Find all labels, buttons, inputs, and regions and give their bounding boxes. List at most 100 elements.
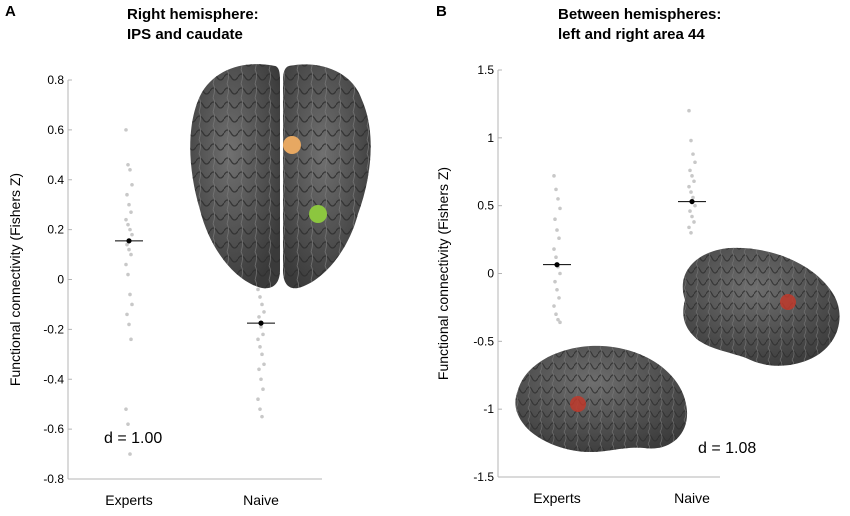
- chart-b-raw-point: [552, 247, 556, 251]
- chart-b-y-tick-label: -1: [483, 402, 494, 416]
- chart-b-raw-point: [687, 108, 691, 113]
- chart-a-raw-point: [256, 397, 260, 402]
- chart-b-raw-point: [556, 317, 560, 322]
- chart-b-y-tick-label: 0.5: [477, 199, 494, 213]
- chart-b-raw-point: [692, 179, 696, 184]
- chart-b-raw-point: [552, 174, 556, 178]
- chart-b-raw-point: [553, 279, 557, 284]
- chart-a-raw-point: [129, 252, 133, 257]
- chart-a-raw-point: [260, 352, 264, 357]
- chart-a-x-tick-label: Naive: [243, 492, 279, 508]
- chart-b-raw-point: [693, 160, 697, 165]
- chart-a-raw-point: [258, 407, 262, 411]
- chart-a-raw-point: [124, 217, 128, 222]
- chart-a-mean-point: [126, 238, 132, 244]
- chart-a-raw-point: [130, 232, 134, 237]
- chart-b-x-tick-label: Experts: [533, 490, 580, 506]
- chart-a-y-tick-label: 0.2: [47, 223, 64, 237]
- panel-b-letter: B: [436, 3, 447, 20]
- chart-b-raw-point: [688, 209, 692, 213]
- chart-a-raw-point: [129, 337, 133, 342]
- chart-a-y-tick-label: 0.4: [47, 173, 64, 187]
- chart-a-effect-size-annotation: d = 1.00: [104, 430, 162, 447]
- panel-b-title-line2: left and right area 44: [558, 26, 705, 43]
- chart-a-raw-point: [127, 322, 131, 327]
- panel-b-title-line1: Between hemispheres:: [558, 6, 722, 23]
- chart-a-raw-point: [126, 162, 130, 167]
- chart-a-raw-point: [258, 295, 262, 299]
- chart-b-mean-point: [689, 198, 695, 205]
- panel-a-letter: A: [5, 3, 16, 20]
- chart-b-raw-point: [555, 287, 559, 292]
- panel-a-title-line1: Right hemisphere:: [127, 6, 259, 23]
- chart-b-y-tick-label: 1.5: [477, 63, 494, 77]
- chart-a-y-tick-label: 0.8: [47, 73, 64, 87]
- chart-a-raw-point: [126, 272, 130, 277]
- chart-a-raw-point: [262, 362, 266, 367]
- chart-b-raw-point: [557, 296, 561, 300]
- chart-a-raw-point: [129, 210, 133, 214]
- chart-b-raw-point: [689, 138, 693, 143]
- chart-a-y-tick-label: -0.2: [43, 322, 64, 336]
- chart-b-y-tick-label: 0: [487, 267, 494, 281]
- chart-a-raw-point: [124, 407, 128, 411]
- chart-a-y-axis-label: Functional connectivity (Fishers Z): [7, 173, 23, 386]
- chart-a-raw-point: [257, 315, 261, 319]
- chart-b-raw-point: [556, 197, 560, 201]
- chart-a-raw-point: [256, 287, 260, 292]
- chart-b-mean-point: [554, 262, 560, 268]
- chart-b: 1.5 1 0.5 0 -0.5 -1 -1.5 Experts Naive Functional…: [435, 63, 840, 506]
- chart-a-raw-point: [259, 377, 263, 382]
- chart-b-raw-point: [558, 320, 562, 325]
- chart-a-raw-point: [260, 302, 264, 307]
- chart-b-y-tick-label: -0.5: [473, 334, 494, 348]
- chart-a-raw-point: [257, 367, 261, 372]
- chart-a-raw-point: [127, 202, 131, 207]
- chart-a-raw-point: [128, 167, 132, 172]
- chart-a-raw-point: [261, 332, 265, 337]
- chart-b-raw-point: [692, 220, 696, 224]
- chart-a-raw-point: [126, 222, 130, 227]
- brain-lateral-right-image: [682, 247, 840, 366]
- chart-b-raw-point: [689, 190, 693, 194]
- chart-a-raw-point: [130, 302, 134, 307]
- roi-ips-marker: [283, 136, 301, 154]
- chart-a-raw-point: [258, 345, 262, 349]
- chart-b-raw-point: [688, 168, 692, 173]
- roi-caudate-marker: [309, 205, 327, 223]
- chart-a-raw-point: [128, 227, 132, 232]
- roi-area44-left-marker: [570, 396, 586, 412]
- chart-a-raw-point: [130, 182, 134, 187]
- chart-b-raw-point: [558, 271, 562, 276]
- brain-top-view-image: [190, 64, 371, 289]
- chart-b-raw-point: [554, 255, 558, 260]
- chart-b-raw-point: [558, 206, 562, 211]
- chart-b-effect-size-annotation: d = 1.08: [698, 440, 756, 457]
- chart-b-x-tick-label: Naive: [674, 490, 710, 506]
- chart-b-y-tick-label: 1: [487, 131, 494, 145]
- chart-a-raw-point: [125, 312, 129, 317]
- chart-a-y-tick-label: -0.6: [43, 422, 64, 436]
- chart-a-raw-point: [126, 422, 130, 426]
- chart-b-raw-point: [554, 187, 558, 192]
- chart-b-raw-point: [555, 228, 559, 232]
- chart-b-raw-point: [552, 304, 556, 308]
- chart-a-raw-point: [259, 325, 263, 329]
- chart-a: 0.8 0.6 0.4 0.2 0 -0.2 -0.4 -0.6 -0.8 Experts Naiv…: [7, 64, 371, 508]
- chart-a-y-tick-label: 0: [57, 273, 64, 287]
- chart-a-mean-point: [258, 320, 264, 326]
- chart-a-y-tick-label: 0.6: [47, 123, 64, 137]
- chart-b-raw-point: [687, 225, 691, 230]
- chart-b-raw-point: [693, 203, 697, 208]
- chart-b-y-axis-label: Functional connectivity (Fishers Z): [435, 167, 451, 380]
- chart-a-raw-point: [124, 128, 128, 132]
- chart-b-raw-point: [689, 231, 693, 235]
- chart-b-raw-point: [691, 195, 695, 200]
- chart-b-raw-point: [687, 184, 691, 189]
- chart-a-raw-point: [256, 337, 260, 342]
- chart-a-raw-point: [127, 247, 131, 252]
- chart-b-y-tick-label: -1.5: [473, 470, 494, 484]
- chart-b-raw-point: [690, 214, 694, 219]
- brain-lateral-left-image: [515, 345, 688, 452]
- chart-a-raw-point: [124, 262, 128, 267]
